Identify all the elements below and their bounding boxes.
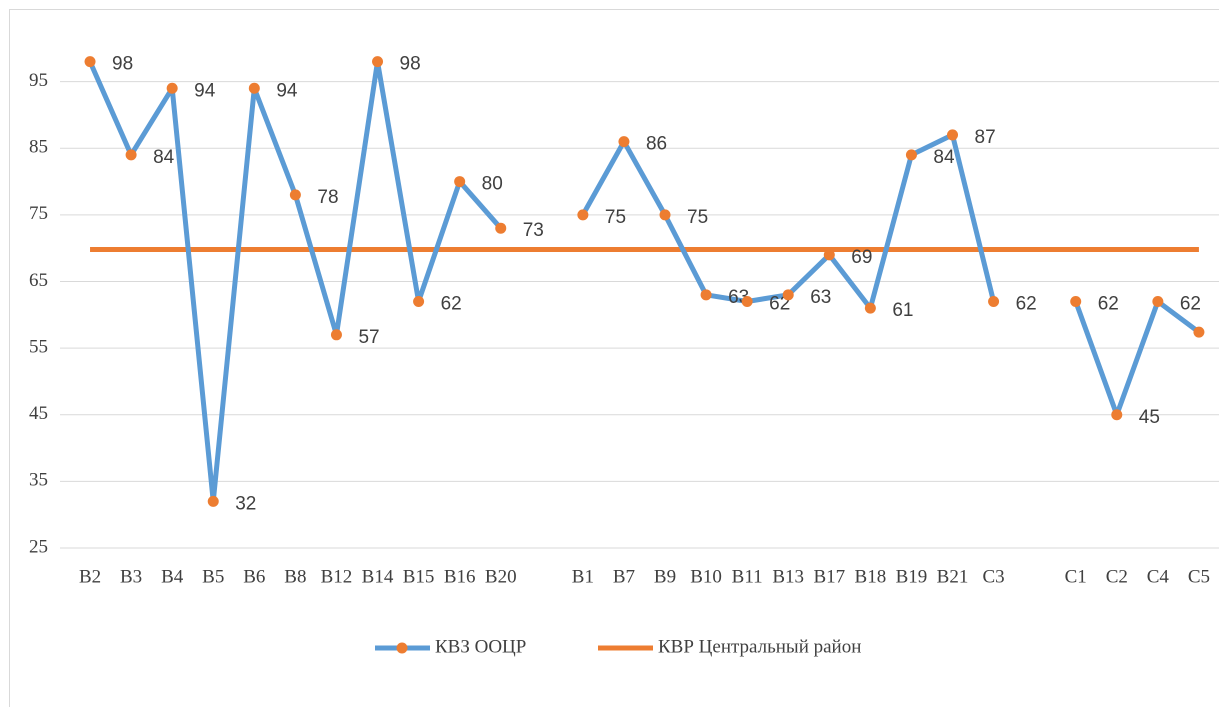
data-point [947, 129, 959, 141]
data-point [289, 189, 301, 201]
y-tick-label: 75 [29, 203, 48, 224]
data-point [413, 295, 425, 307]
data-label: 73 [523, 220, 544, 241]
x-tick-label: B21 [937, 566, 969, 587]
data-label: 98 [112, 54, 133, 75]
data-point [248, 82, 260, 94]
data-label: 63 [810, 287, 831, 308]
x-tick-label: B4 [161, 566, 184, 587]
data-label: 94 [194, 80, 216, 101]
x-tick-label: B2 [79, 566, 101, 587]
x-tick-label: B9 [654, 566, 676, 587]
data-point [454, 176, 466, 188]
data-point [577, 209, 589, 221]
data-point [1070, 295, 1082, 307]
y-tick-label: 55 [29, 336, 48, 357]
x-tick-label: B14 [362, 566, 394, 587]
x-tick-label: B19 [896, 566, 928, 587]
data-point [659, 209, 671, 221]
data-point [207, 495, 219, 507]
data-label: 62 [441, 294, 462, 315]
data-point [84, 56, 96, 68]
y-tick-label: 45 [29, 403, 48, 424]
x-tick-label: B18 [855, 566, 887, 587]
x-tick-label: B5 [202, 566, 224, 587]
data-point [782, 289, 794, 301]
data-point [700, 289, 712, 301]
y-tick-label: 35 [29, 470, 48, 491]
data-label: 86 [646, 134, 667, 155]
data-label: 32 [235, 493, 256, 514]
data-label: 61 [892, 300, 913, 321]
x-tick-label: B3 [120, 566, 142, 587]
x-tick-label: B11 [732, 566, 763, 587]
data-label: 75 [687, 207, 708, 228]
data-point [495, 222, 507, 234]
x-tick-label: C4 [1147, 566, 1170, 587]
x-tick-label: C2 [1106, 566, 1128, 587]
data-label: 94 [276, 80, 298, 101]
data-point [741, 295, 753, 307]
x-tick-label: B6 [243, 566, 265, 587]
data-point [166, 82, 178, 94]
data-label: 87 [975, 127, 996, 148]
data-label: 62 [1098, 294, 1119, 315]
x-tick-label: B15 [403, 566, 435, 587]
x-tick-label: C3 [982, 566, 1004, 587]
data-label: 84 [933, 147, 955, 168]
data-label: 57 [358, 327, 379, 348]
legend-marker [396, 642, 408, 654]
x-tick-label: B20 [485, 566, 517, 587]
legend-label: КВР Центральный район [658, 636, 861, 657]
x-tick-label: C5 [1188, 566, 1210, 587]
data-point [330, 329, 342, 341]
legend-label: КВЗ ООЦР [435, 636, 526, 657]
data-label: 62 [1016, 294, 1037, 315]
x-tick-label: B12 [321, 566, 353, 587]
y-tick-label: 65 [29, 270, 48, 291]
x-tick-label: B10 [690, 566, 722, 587]
chart-frame [9, 9, 1219, 707]
data-label: 80 [482, 174, 503, 195]
data-point [1193, 326, 1205, 338]
x-tick-label: B8 [284, 566, 306, 587]
data-point [1152, 295, 1164, 307]
data-label: 84 [153, 147, 175, 168]
x-tick-label: B7 [613, 566, 635, 587]
data-label: 45 [1139, 407, 1160, 428]
y-tick-label: 95 [29, 70, 48, 91]
x-tick-label: B13 [772, 566, 804, 587]
y-tick-label: 85 [29, 137, 48, 158]
data-label: 62 [1180, 294, 1201, 315]
y-tick-label: 25 [29, 536, 48, 557]
data-label: 98 [400, 54, 421, 75]
x-tick-label: C1 [1065, 566, 1087, 587]
data-point [988, 295, 1000, 307]
data-point [372, 56, 384, 68]
data-point [125, 149, 137, 161]
x-tick-label: B16 [444, 566, 476, 587]
x-tick-label: B17 [813, 566, 845, 587]
data-label: 75 [605, 207, 626, 228]
data-label: 78 [317, 187, 338, 208]
data-point [864, 302, 876, 314]
data-point [823, 249, 835, 261]
x-tick-label: B1 [572, 566, 594, 587]
data-label: 69 [851, 247, 872, 268]
data-point [1111, 409, 1123, 421]
data-point [618, 136, 630, 148]
data-point [905, 149, 917, 161]
